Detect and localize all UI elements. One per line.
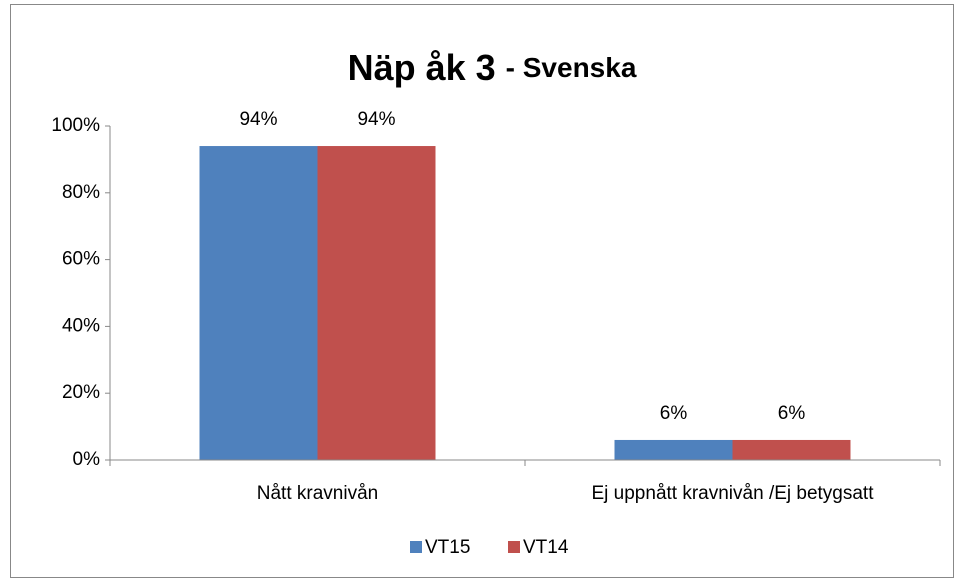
y-tick-label: 40% xyxy=(62,315,100,336)
y-tick-label: 60% xyxy=(62,249,100,270)
legend-label: VT14 xyxy=(523,537,569,558)
x-tick-label: Ej uppnått kravnivån /Ej betygsatt xyxy=(592,483,875,504)
legend-swatch xyxy=(410,541,422,553)
bar xyxy=(199,146,318,461)
chart-frame xyxy=(10,4,954,578)
title-sub: - Svenska xyxy=(506,52,637,83)
bar xyxy=(614,439,733,460)
value-label: 94% xyxy=(239,109,277,130)
legend-swatch xyxy=(508,541,520,553)
chart-title: Näp åk 3 - Svenska xyxy=(348,47,637,88)
value-label: 6% xyxy=(778,403,806,424)
bar xyxy=(732,439,851,460)
y-tick-label: 100% xyxy=(51,115,100,136)
y-tick-label: 20% xyxy=(62,382,100,403)
y-tick-label: 0% xyxy=(73,449,101,470)
value-label: 94% xyxy=(357,109,395,130)
value-label: 6% xyxy=(660,403,688,424)
y-tick-label: 80% xyxy=(62,182,100,203)
bar xyxy=(317,146,436,461)
x-tick-label: Nått kravnivån xyxy=(257,483,378,504)
title-main: Näp åk 3 xyxy=(348,47,496,88)
legend-label: VT15 xyxy=(425,537,470,558)
